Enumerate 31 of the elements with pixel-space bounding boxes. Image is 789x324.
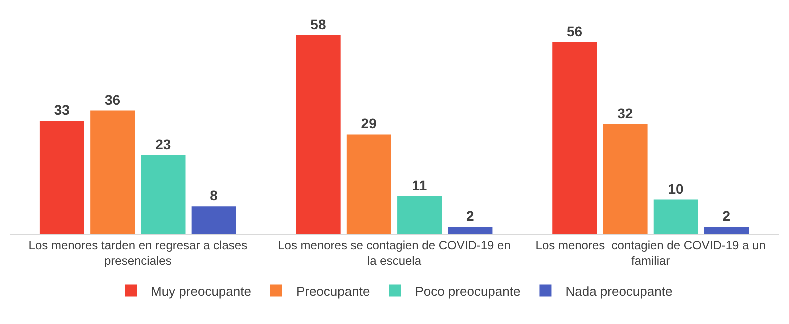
data-label: 8 — [210, 188, 218, 204]
bar — [448, 227, 493, 234]
x-tick-label: Los menores contagien de COVID-19 a un familiar — [536, 238, 766, 268]
bar — [552, 42, 598, 234]
bar — [192, 206, 236, 234]
data-label: 2 — [722, 208, 731, 224]
data-label: 23 — [156, 136, 172, 152]
bar — [90, 110, 136, 234]
data-label: 10 — [668, 180, 684, 197]
data-label: 58 — [310, 16, 326, 32]
bar — [654, 200, 698, 234]
legend-label: Muy preocupante — [151, 284, 252, 299]
bar — [603, 124, 648, 234]
data-label: 32 — [618, 105, 634, 122]
bar — [296, 35, 341, 234]
legend-label: Preocupante — [296, 284, 370, 299]
legend-label: Poco preocupante — [415, 284, 521, 299]
x-tick-label: Los menores tarden en regresar a clases presenciales — [28, 238, 248, 268]
data-label: 11 — [412, 177, 428, 194]
bar — [40, 121, 84, 234]
bar — [346, 134, 392, 234]
data-label: 33 — [54, 102, 70, 118]
bar — [704, 227, 750, 234]
bar — [398, 196, 442, 234]
data-label: 36 — [104, 92, 121, 108]
legend-label: Nada preocupante — [566, 284, 673, 299]
x-tick-label: Los menores se contagien de COVID-19 en la escuela — [278, 238, 511, 268]
data-label: 2 — [466, 208, 474, 224]
data-label: 56 — [567, 23, 583, 40]
bar — [141, 155, 186, 234]
data-label: 29 — [361, 116, 378, 132]
